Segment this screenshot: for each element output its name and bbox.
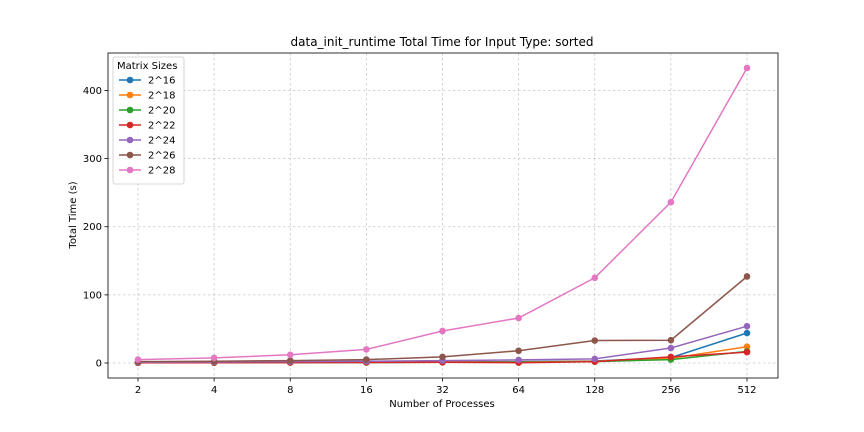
legend-marker <box>126 136 134 144</box>
data-point <box>743 64 751 72</box>
y-tick-label: 300 <box>83 154 102 165</box>
legend-item: 2^18 <box>119 91 175 102</box>
x-tick-label: 32 <box>436 385 449 396</box>
x-tick-label: 8 <box>287 385 293 396</box>
y-tick-label: 0 <box>96 359 102 370</box>
data-point <box>210 354 218 362</box>
data-point <box>439 353 446 361</box>
legend-label: 2^28 <box>148 166 175 177</box>
legend-item: 2^20 <box>119 106 175 117</box>
axis-ticks: 2 4 8 16 32 64 128 256 512 0 100 200 300 400 <box>83 86 757 396</box>
legend-item: 2^16 <box>119 76 175 87</box>
y-tick-label: 400 <box>83 86 102 97</box>
legend-item: 2^24 <box>119 136 175 147</box>
legend-marker <box>126 166 134 174</box>
legend-label: 2^26 <box>148 151 175 162</box>
data-point <box>515 347 522 355</box>
data-point <box>591 274 599 282</box>
data-point <box>743 322 751 330</box>
data-point <box>134 356 142 363</box>
legend-title: Matrix Sizes <box>117 61 177 72</box>
legend-items: 2^16 2^18 2^20 2^22 2^24 2^26 2^28 <box>119 76 175 177</box>
plot-frame <box>107 52 779 379</box>
legend-marker <box>126 121 134 129</box>
legend-item: 2^22 <box>119 121 175 132</box>
data-point <box>667 353 675 361</box>
x-tick-label: 4 <box>211 385 217 396</box>
y-axis-label: Total Time (s) <box>68 181 79 249</box>
data-point <box>286 351 294 359</box>
data-point <box>591 355 599 363</box>
data-point <box>743 273 751 280</box>
data-point <box>439 327 446 335</box>
series-2-26 <box>134 273 751 365</box>
x-axis-label: Number of Processes <box>389 399 494 410</box>
legend-label: 2^16 <box>148 76 175 87</box>
y-tick-label: 100 <box>83 290 102 301</box>
data-point <box>515 314 522 322</box>
legend-label: 2^22 <box>148 121 175 132</box>
x-tick-label: 512 <box>737 385 756 396</box>
data-point <box>286 357 294 364</box>
data-point <box>743 348 751 356</box>
legend-label: 2^24 <box>148 136 175 147</box>
chart-title: data_init_runtime Total Time for Input T… <box>291 35 594 49</box>
data-point <box>591 337 599 344</box>
x-tick-label: 64 <box>512 385 525 396</box>
series-2-28 <box>134 64 751 363</box>
data-point <box>667 198 675 206</box>
x-tick-label: 2 <box>135 385 141 396</box>
data-point <box>743 343 751 350</box>
x-tick-label: 256 <box>661 385 680 396</box>
legend-item: 2^26 <box>119 151 175 162</box>
data-point <box>743 329 751 337</box>
data-point <box>667 344 675 352</box>
legend-marker <box>126 91 134 99</box>
legend: Matrix Sizes 2^16 2^18 2^20 2^22 2^24 2^26 2^2… <box>112 56 185 185</box>
legend-item: 2^28 <box>119 166 175 177</box>
data-point <box>363 346 370 353</box>
data-point <box>363 356 370 363</box>
series-layer <box>134 64 751 367</box>
grid <box>108 53 778 378</box>
legend-label: 2^18 <box>148 91 175 102</box>
legend-marker <box>126 151 134 159</box>
legend-label: 2^20 <box>148 106 175 117</box>
legend-marker <box>126 106 134 114</box>
x-tick-label: 128 <box>585 385 604 396</box>
data-point <box>515 356 522 364</box>
legend-marker <box>126 76 134 84</box>
x-tick-label: 16 <box>360 385 373 396</box>
data-point <box>667 336 675 344</box>
y-tick-label: 200 <box>83 222 102 233</box>
